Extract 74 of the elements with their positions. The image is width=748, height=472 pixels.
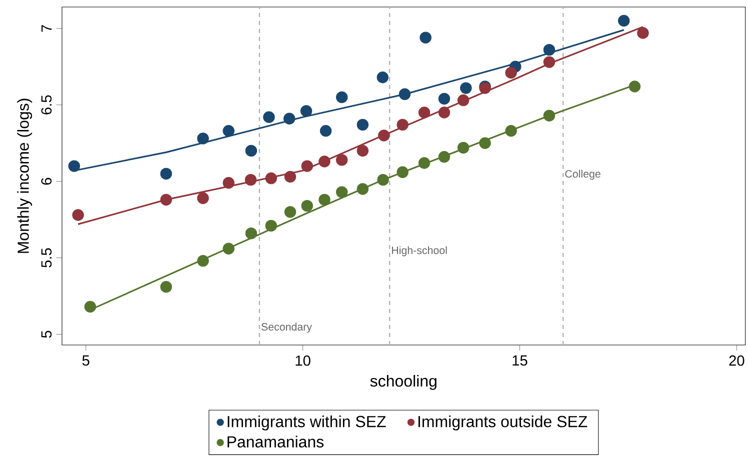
point [300, 105, 312, 117]
point [398, 88, 411, 100]
point [543, 110, 556, 122]
point [418, 157, 430, 169]
y-tick-label: 7 [42, 25, 52, 32]
point [265, 172, 277, 184]
point [378, 130, 390, 142]
annotation: High-school [392, 246, 447, 256]
point [505, 125, 517, 137]
point [222, 177, 234, 189]
point [420, 32, 432, 44]
point [197, 255, 209, 267]
point [505, 66, 517, 79]
y-tick-label: 6 [41, 178, 52, 185]
point [418, 106, 430, 118]
point [543, 44, 556, 56]
y-tick-label: 5 [41, 330, 52, 338]
point [284, 206, 296, 218]
point [618, 14, 630, 27]
point [438, 106, 450, 118]
point [160, 168, 172, 180]
point [222, 125, 234, 137]
point [356, 118, 369, 131]
y-tick-label: 5.5 [41, 248, 52, 268]
point [376, 71, 388, 84]
legend-label: Immigrants within SEZ [228, 416, 386, 430]
x-tick-label: 15 [512, 355, 528, 366]
x-tick-label: 5 [82, 355, 90, 366]
point [457, 142, 470, 154]
point [336, 186, 348, 198]
point [265, 220, 277, 232]
x-tick-label: 10 [296, 355, 310, 366]
y-axis-title: Monthly income (logs) [17, 98, 32, 253]
legend-label: Panamanians [228, 436, 324, 448]
point [356, 144, 369, 157]
point [244, 174, 257, 186]
point [222, 242, 234, 255]
point [160, 281, 172, 293]
point [320, 125, 332, 137]
point [336, 154, 348, 166]
point [245, 144, 258, 157]
point [72, 209, 84, 221]
point [438, 151, 450, 163]
point [396, 166, 408, 178]
point [628, 80, 641, 92]
point [301, 160, 314, 172]
point [543, 56, 556, 68]
x-tick-label: 20 [729, 355, 744, 366]
annotation: Secondary [261, 322, 312, 333]
annotation: College [565, 170, 600, 180]
point [318, 156, 330, 168]
point [336, 91, 348, 104]
point [160, 194, 172, 206]
point [318, 194, 330, 206]
point [637, 27, 649, 39]
point [245, 227, 258, 240]
point [283, 112, 296, 125]
point [356, 183, 369, 195]
point [377, 174, 389, 186]
point [68, 160, 80, 172]
point [438, 92, 450, 105]
x-axis-title: schooling [370, 374, 436, 390]
point [479, 137, 491, 149]
point [84, 300, 96, 313]
point [284, 170, 296, 183]
point [396, 118, 408, 131]
legend-label: Immigrants outside SEZ [418, 416, 588, 430]
point [460, 82, 472, 94]
point [301, 200, 314, 212]
point [457, 94, 470, 106]
y-tick-label: 6.5 [41, 95, 52, 114]
point [263, 111, 275, 123]
point [197, 132, 209, 144]
point [197, 192, 209, 204]
